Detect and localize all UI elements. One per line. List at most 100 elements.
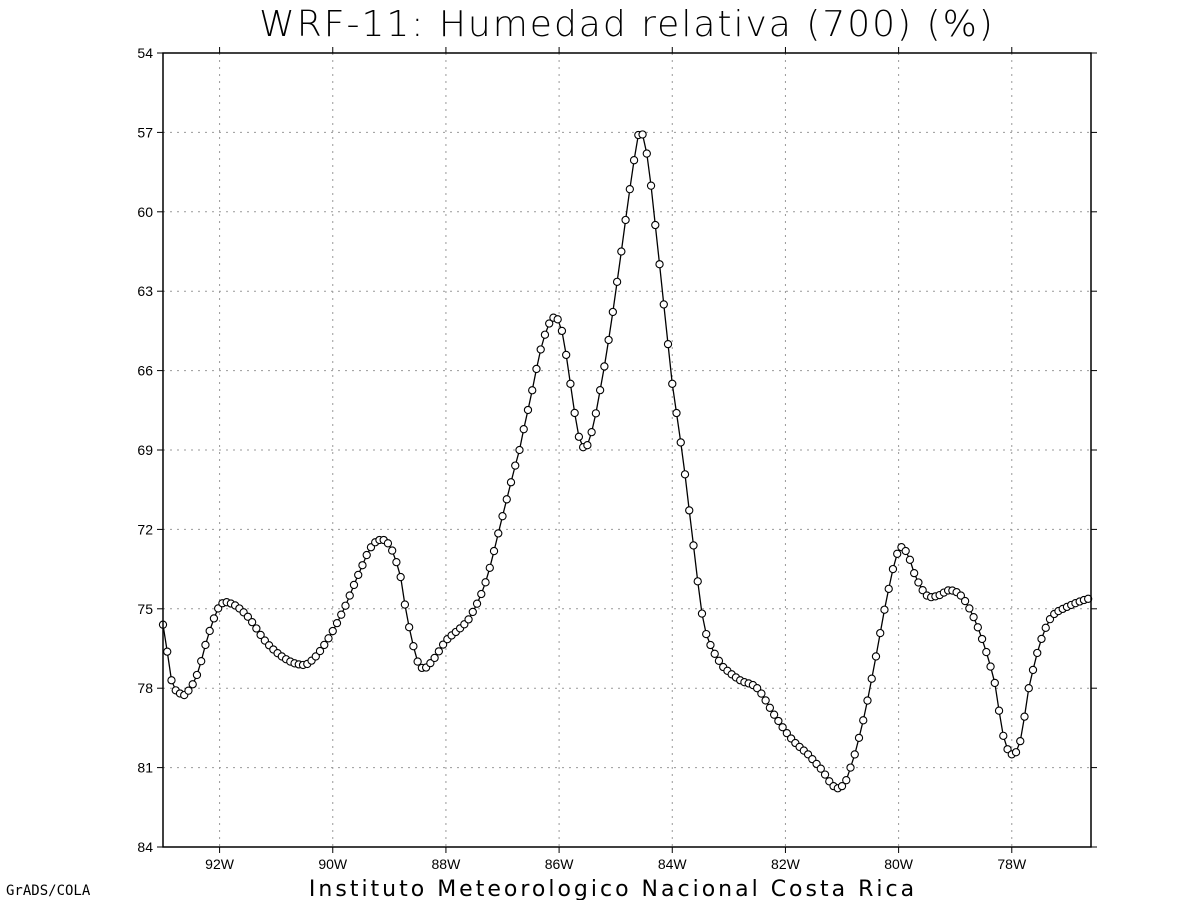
data-point xyxy=(642,149,651,158)
y-tick-label: 54 xyxy=(137,45,153,61)
data-point xyxy=(910,568,919,578)
data-point xyxy=(876,628,885,638)
data-point xyxy=(201,640,210,650)
plot-frame xyxy=(162,52,1092,848)
data-point xyxy=(388,546,397,555)
data-point xyxy=(570,408,579,418)
data-point xyxy=(197,657,206,666)
data-point xyxy=(604,335,613,345)
data-point xyxy=(629,156,639,165)
data-point xyxy=(324,634,333,643)
data-point xyxy=(383,539,393,548)
data-point xyxy=(485,563,494,572)
y-tick-label: 81 xyxy=(137,760,153,776)
data-point xyxy=(820,770,830,779)
data-point xyxy=(663,339,673,349)
data-point xyxy=(617,247,626,256)
data-point xyxy=(901,546,910,556)
data-point xyxy=(769,710,779,719)
data-point xyxy=(774,716,783,726)
footer-institution: Instituto Meteorologico Nacional Costa R… xyxy=(309,877,917,900)
data-point xyxy=(409,642,418,651)
data-point xyxy=(621,215,630,225)
data-point xyxy=(341,601,350,610)
data-point xyxy=(328,626,337,636)
data-point xyxy=(1024,684,1033,693)
y-tick-label: 78 xyxy=(137,680,153,696)
data-point xyxy=(214,604,223,613)
data-point xyxy=(990,678,999,688)
data-point xyxy=(668,379,677,388)
data-point xyxy=(689,541,698,550)
data-point xyxy=(562,350,571,360)
data-point xyxy=(1028,665,1038,675)
grid-layer xyxy=(163,53,1091,847)
y-tick-label: 60 xyxy=(137,204,153,220)
data-point xyxy=(693,577,702,586)
data-point xyxy=(672,408,681,418)
data-point xyxy=(837,781,847,791)
data-point xyxy=(1084,594,1093,603)
data-point xyxy=(205,626,214,636)
data-point xyxy=(1011,748,1021,757)
data-point xyxy=(523,405,533,415)
data-point xyxy=(506,478,516,487)
data-point xyxy=(888,564,898,574)
data-point xyxy=(256,630,265,640)
data-point xyxy=(337,610,346,619)
data-point xyxy=(434,647,443,656)
data-point xyxy=(1041,623,1050,632)
data-point xyxy=(651,220,660,230)
data-point xyxy=(850,750,859,759)
x-tick-label: 92W xyxy=(205,856,235,872)
data-point xyxy=(765,703,775,712)
data-point xyxy=(252,624,261,633)
data-point xyxy=(494,529,503,538)
data-point xyxy=(697,609,707,618)
data-point xyxy=(969,613,978,622)
data-point xyxy=(358,561,367,570)
data-point xyxy=(528,386,537,395)
data-point xyxy=(438,640,448,649)
data-point xyxy=(600,362,609,371)
data-point xyxy=(977,634,987,644)
data-point xyxy=(965,604,974,613)
data-point xyxy=(846,763,855,772)
series-line xyxy=(162,133,1089,790)
data-point xyxy=(553,315,562,324)
grads-credit: GrADS/COLA xyxy=(6,883,91,899)
data-point xyxy=(396,572,405,582)
x-tick-label: 80W xyxy=(884,856,914,872)
y-tick-label: 63 xyxy=(137,283,153,299)
data-point xyxy=(498,512,507,521)
data-point xyxy=(519,425,528,434)
data-point xyxy=(1020,712,1029,721)
data-point xyxy=(880,605,889,614)
y-tick-label: 66 xyxy=(137,363,153,379)
data-point xyxy=(426,658,435,668)
data-point xyxy=(354,570,363,580)
chart-title: WRF-11: Humedad relativa (700) (%) xyxy=(259,4,995,45)
data-point xyxy=(714,656,724,665)
data-point xyxy=(320,640,329,650)
data-point xyxy=(867,674,876,683)
data-point xyxy=(1016,736,1025,746)
data-point xyxy=(404,623,414,632)
data-point xyxy=(863,696,872,705)
data-point xyxy=(184,686,193,695)
data-point xyxy=(468,607,477,617)
data-point xyxy=(247,617,257,627)
data-point xyxy=(638,130,647,139)
series-layer xyxy=(158,130,1093,793)
data-point xyxy=(1037,634,1046,644)
data-point xyxy=(753,684,762,693)
data-point xyxy=(973,623,982,632)
data-point xyxy=(918,586,927,595)
data-point xyxy=(999,731,1008,740)
x-tick-label: 86W xyxy=(545,856,575,872)
axis-layer: 54 57 60 63 66 69 72 75 78 81 84 92W 90W 88W 86W 84W 82W… xyxy=(137,45,1097,872)
y-tick-label: 84 xyxy=(137,839,153,855)
data-point xyxy=(587,427,596,437)
data-point xyxy=(655,260,664,269)
data-point xyxy=(685,506,694,515)
